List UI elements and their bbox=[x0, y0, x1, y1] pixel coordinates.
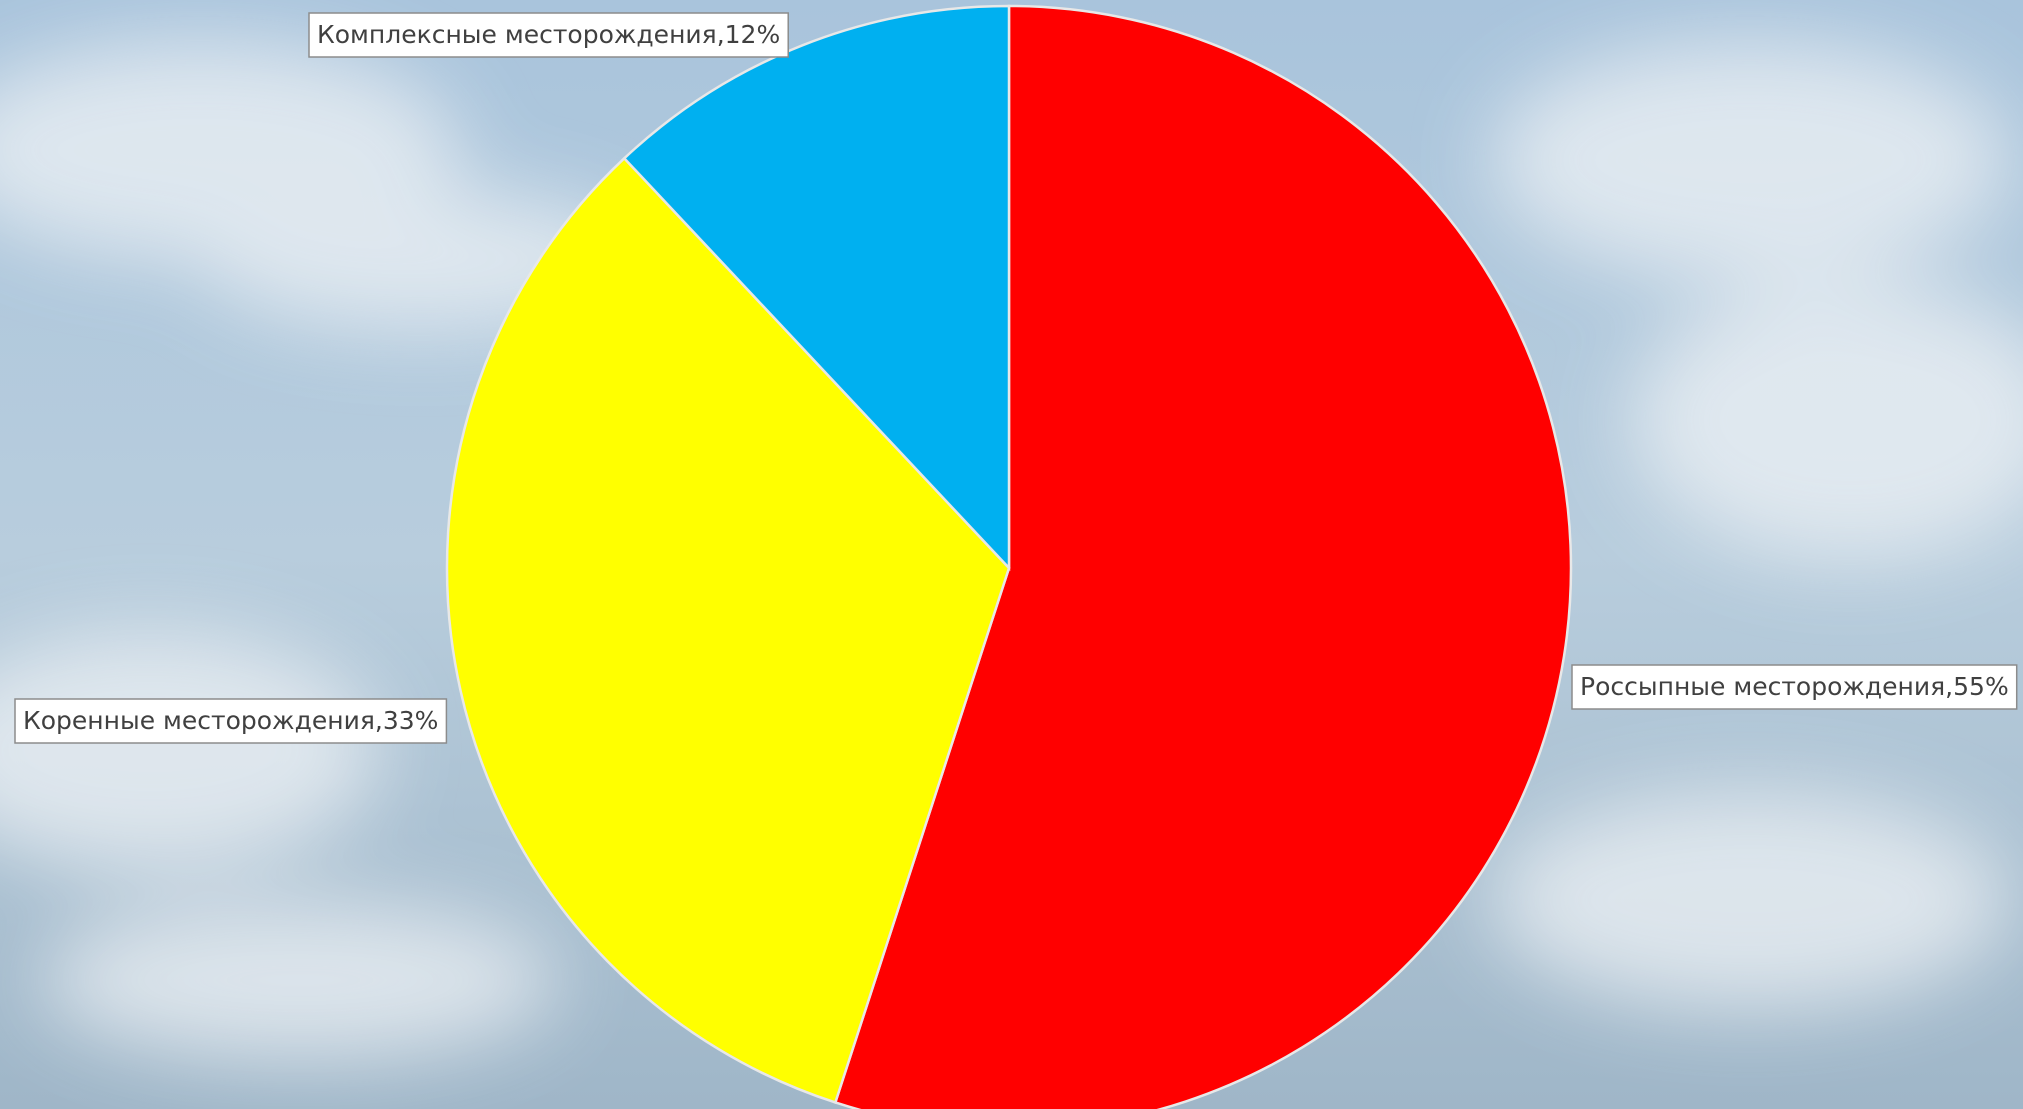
data-label-box bbox=[14, 698, 448, 744]
data-label: Комплексные месторождения,12% bbox=[317, 20, 780, 49]
clouds bbox=[0, 40, 2023, 1060]
pie-slice bbox=[833, 4, 1573, 1109]
pie bbox=[445, 4, 1573, 1109]
labels: Россыпные месторождения,55% Коренные мест… bbox=[14, 12, 2018, 744]
data-label: Россыпные месторождения,55% bbox=[1580, 672, 2009, 701]
data-label: Коренные месторождения,33% bbox=[23, 706, 438, 735]
pie-slice bbox=[445, 156, 1011, 1105]
data-label-box bbox=[308, 12, 789, 58]
pie-slice bbox=[622, 4, 1011, 572]
data-label-box bbox=[1571, 664, 2018, 710]
